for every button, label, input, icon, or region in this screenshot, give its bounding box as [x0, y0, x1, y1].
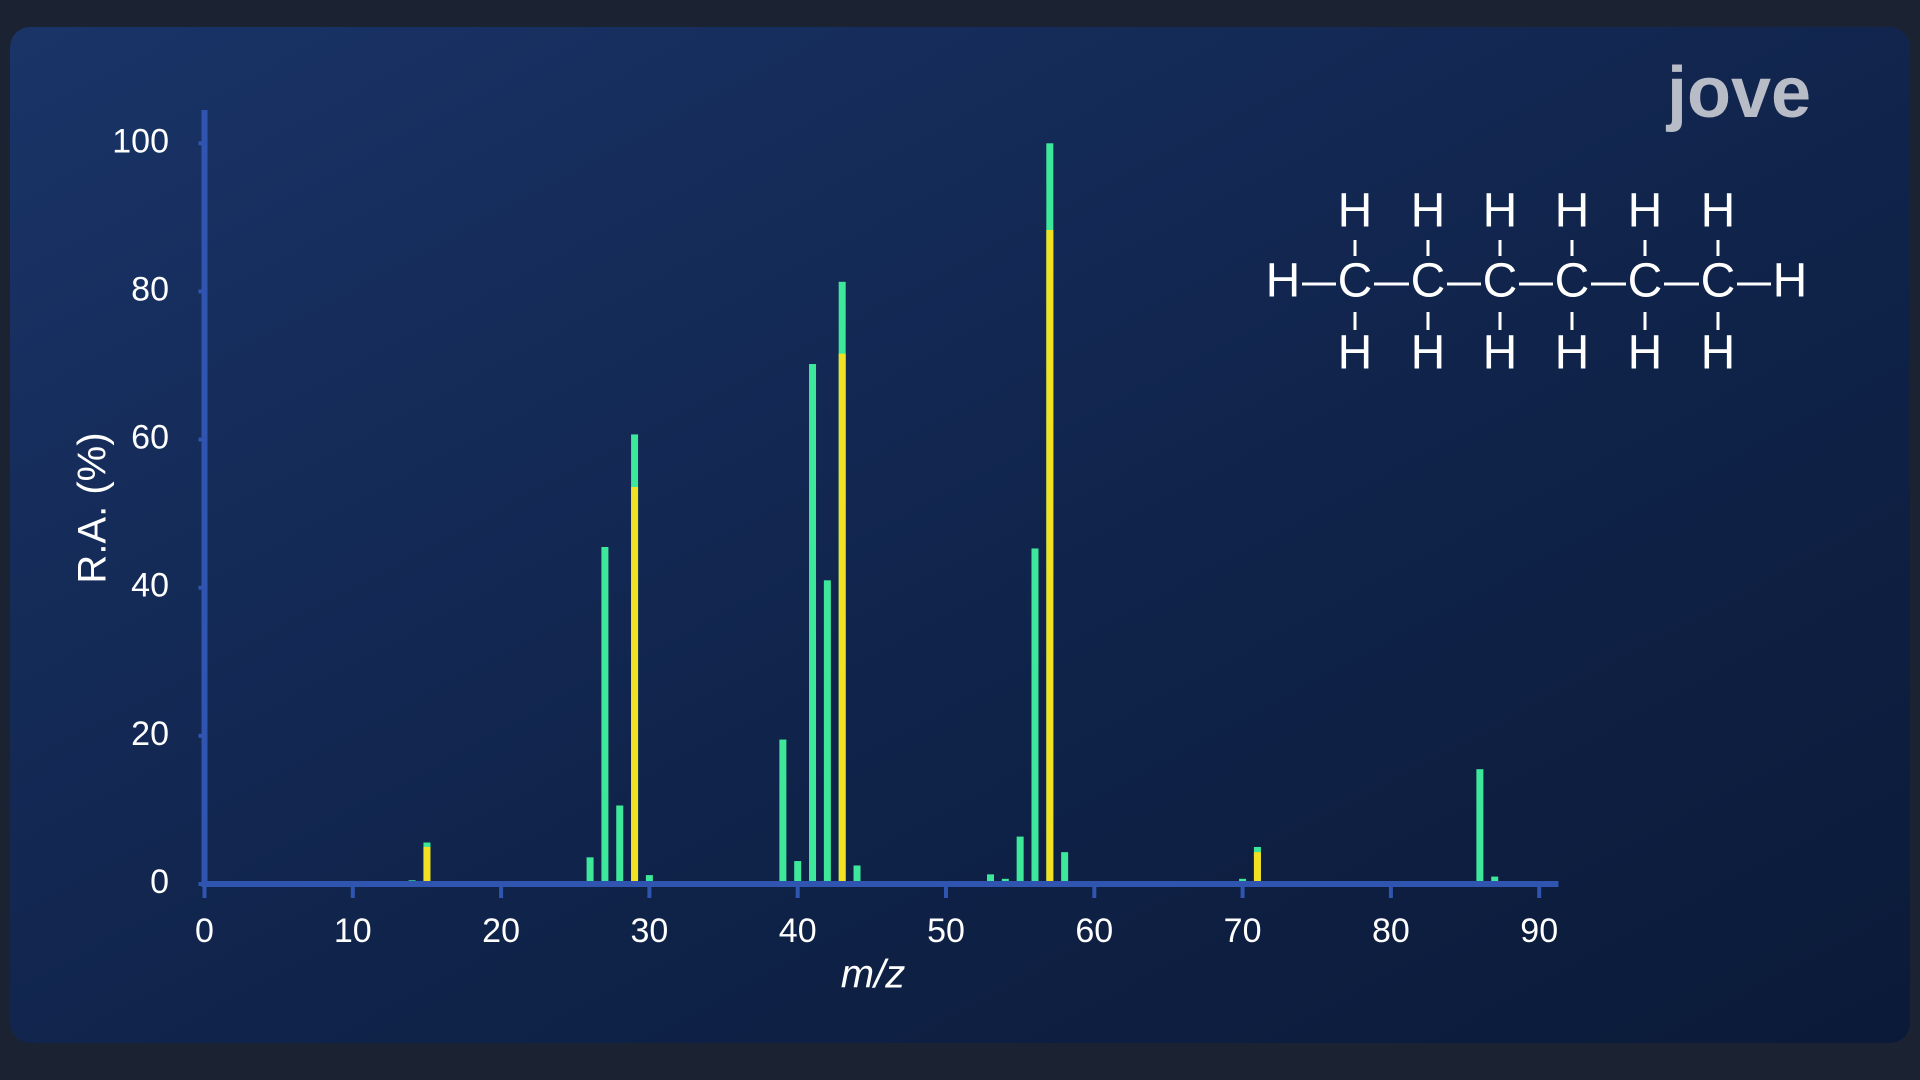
y-tick-label: 80: [131, 270, 169, 308]
bar: [794, 861, 802, 884]
x-tick-label: 50: [927, 912, 965, 950]
x-tick-label: 90: [1520, 912, 1558, 950]
atom: H: [1555, 327, 1590, 380]
panel: [10, 27, 1910, 1043]
atom: H: [1483, 185, 1518, 238]
atom: H: [1628, 185, 1663, 238]
atom: H: [1701, 327, 1736, 380]
bar: [779, 739, 787, 884]
atom: H: [1338, 327, 1373, 380]
bar: [986, 874, 994, 884]
atom: H: [1338, 185, 1373, 238]
x-tick-label: 70: [1224, 912, 1262, 950]
x-tick-label: 20: [482, 912, 520, 950]
bar: [586, 857, 594, 884]
atom: H: [1701, 185, 1736, 238]
bar: [601, 546, 609, 884]
x-tick-label: 60: [1075, 912, 1113, 950]
bar: [823, 580, 831, 884]
y-tick-label: 0: [150, 863, 169, 901]
y-tick-label: 20: [131, 715, 169, 753]
atom: H: [1411, 327, 1446, 380]
bar: [1046, 229, 1054, 884]
atom: C: [1338, 255, 1373, 308]
bar: [1491, 876, 1499, 884]
bar: [853, 865, 861, 884]
x-tick-label: 30: [630, 912, 668, 950]
bar: [631, 486, 639, 884]
atom: C: [1555, 255, 1590, 308]
y-tick-label: 100: [112, 122, 169, 160]
y-tick-label: 40: [131, 567, 169, 605]
atom: C: [1411, 255, 1446, 308]
atom: H: [1555, 185, 1590, 238]
atom: H: [1483, 327, 1518, 380]
atom: H: [1773, 255, 1808, 308]
bar: [616, 805, 624, 884]
y-axis-label: R.A. (%): [71, 432, 115, 583]
bar: [645, 875, 653, 884]
atom: C: [1628, 255, 1663, 308]
x-tick-label: 10: [334, 912, 372, 950]
bar: [809, 364, 817, 885]
x-tick-label: 0: [195, 912, 214, 950]
bar: [1253, 852, 1261, 884]
logo: jove: [1665, 53, 1811, 133]
bar: [1476, 769, 1484, 884]
bar: [423, 846, 431, 884]
x-tick-label: 80: [1372, 912, 1410, 950]
atom: H: [1411, 185, 1446, 238]
x-tick-label: 40: [779, 912, 817, 950]
y-tick-label: 60: [131, 419, 169, 457]
bar: [1031, 548, 1039, 884]
atom: H: [1628, 327, 1663, 380]
bar: [838, 353, 846, 884]
x-axis-label: m/z: [841, 953, 905, 997]
bar: [1016, 836, 1024, 884]
atom: C: [1701, 255, 1736, 308]
atom: H: [1266, 255, 1301, 308]
atom: C: [1483, 255, 1518, 308]
bar: [1061, 852, 1069, 884]
